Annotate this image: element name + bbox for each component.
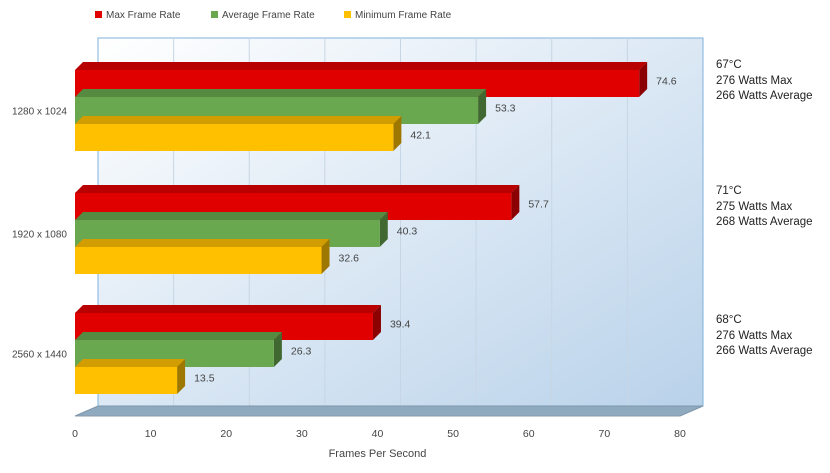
annotation-average-watts: 268 Watts Average <box>716 216 813 228</box>
legend: Max Frame Rate Average Frame Rate Minimum … <box>95 10 452 21</box>
annotation-1280: 67°C 276 Watts Max 266 Watts Average <box>716 58 828 105</box>
annotation-1920: 71°C 275 Watts Max 268 Watts Average <box>716 184 828 231</box>
bar-top <box>75 305 381 313</box>
y-category-label: 2560 x 1440 <box>12 350 67 361</box>
legend-swatch <box>344 11 351 18</box>
bar-top <box>75 332 282 340</box>
legend-label: Minimum Frame Rate <box>355 10 452 21</box>
bar-side <box>393 116 402 151</box>
bar-value-label: 40.3 <box>397 226 418 238</box>
legend-item: Max Frame Rate <box>95 10 181 21</box>
bar-side <box>511 185 520 220</box>
bar-side <box>478 89 487 124</box>
bars: 74.6 53.3 42.1 57.7 40.3 32.6 39.4 26.3 13.5 <box>75 62 677 394</box>
bar-value-label: 39.4 <box>390 319 411 331</box>
y-category-label: 1280 x 1024 <box>12 107 67 118</box>
legend-swatch <box>211 11 218 18</box>
x-tick-label: 50 <box>447 428 459 440</box>
annotation-max-watts: 276 Watts Max <box>716 329 793 342</box>
bar-value-label: 57.7 <box>528 199 549 211</box>
bar-side <box>379 212 388 247</box>
y-category-label: 1920 x 1080 <box>12 230 67 241</box>
annotation-temperature: 68°C <box>716 314 742 326</box>
annotation-temperature: 67°C <box>716 59 742 71</box>
annotation-average-watts: 266 Watts Average <box>716 90 813 102</box>
bar-side <box>273 332 282 367</box>
bar-top <box>75 212 388 220</box>
bar-value-label: 42.1 <box>410 130 431 142</box>
bar-front <box>75 247 322 274</box>
bar: 42.1 <box>75 116 431 151</box>
x-axis: 0 10 20 30 40 50 60 70 80 Frames Per Second <box>72 428 686 460</box>
x-tick-label: 0 <box>72 428 78 440</box>
annotation-average-watts: 266 Watts Average <box>716 345 813 357</box>
bar-value-label: 32.6 <box>339 253 360 265</box>
legend-item: Minimum Frame Rate <box>344 10 452 21</box>
bar-front <box>75 124 394 151</box>
legend-label: Max Frame Rate <box>106 10 181 21</box>
x-tick-label: 20 <box>220 428 232 440</box>
bar-top <box>75 62 648 70</box>
bar-front <box>75 367 178 394</box>
x-tick-label: 60 <box>523 428 535 440</box>
y-axis: 1280 x 1024 1920 x 1080 2560 x 1440 <box>12 107 67 361</box>
x-tick-label: 80 <box>674 428 686 440</box>
legend-item: Average Frame Rate <box>211 10 315 21</box>
x-tick-label: 40 <box>372 428 384 440</box>
x-axis-title: Frames Per Second <box>329 448 427 460</box>
annotation-2560: 68°C 276 Watts Max 266 Watts Average <box>716 313 828 360</box>
plot-floor <box>74 405 704 417</box>
bar-side <box>372 305 381 340</box>
bar-top <box>75 185 520 193</box>
bar-side <box>639 62 648 97</box>
annotation-max-watts: 276 Watts Max <box>716 74 793 87</box>
x-tick-label: 10 <box>145 428 157 440</box>
bar-top <box>75 239 330 247</box>
bar: 32.6 <box>75 239 359 274</box>
bar-top <box>75 89 487 97</box>
bar-side <box>321 239 330 274</box>
annotation-temperature: 71°C <box>716 185 742 197</box>
annotation-max-watts: 275 Watts Max <box>716 200 793 213</box>
x-tick-label: 30 <box>296 428 308 440</box>
bar: 13.5 <box>75 359 215 394</box>
bar-top <box>75 359 186 367</box>
legend-label: Average Frame Rate <box>222 10 315 21</box>
bar-value-label: 26.3 <box>291 346 312 358</box>
bar-value-label: 74.6 <box>656 76 677 88</box>
bar-top <box>75 116 402 124</box>
x-tick-label: 70 <box>599 428 611 440</box>
bar-value-label: 53.3 <box>495 103 516 115</box>
bar-side <box>177 359 186 394</box>
legend-swatch <box>95 11 102 18</box>
bar-value-label: 13.5 <box>194 373 215 385</box>
